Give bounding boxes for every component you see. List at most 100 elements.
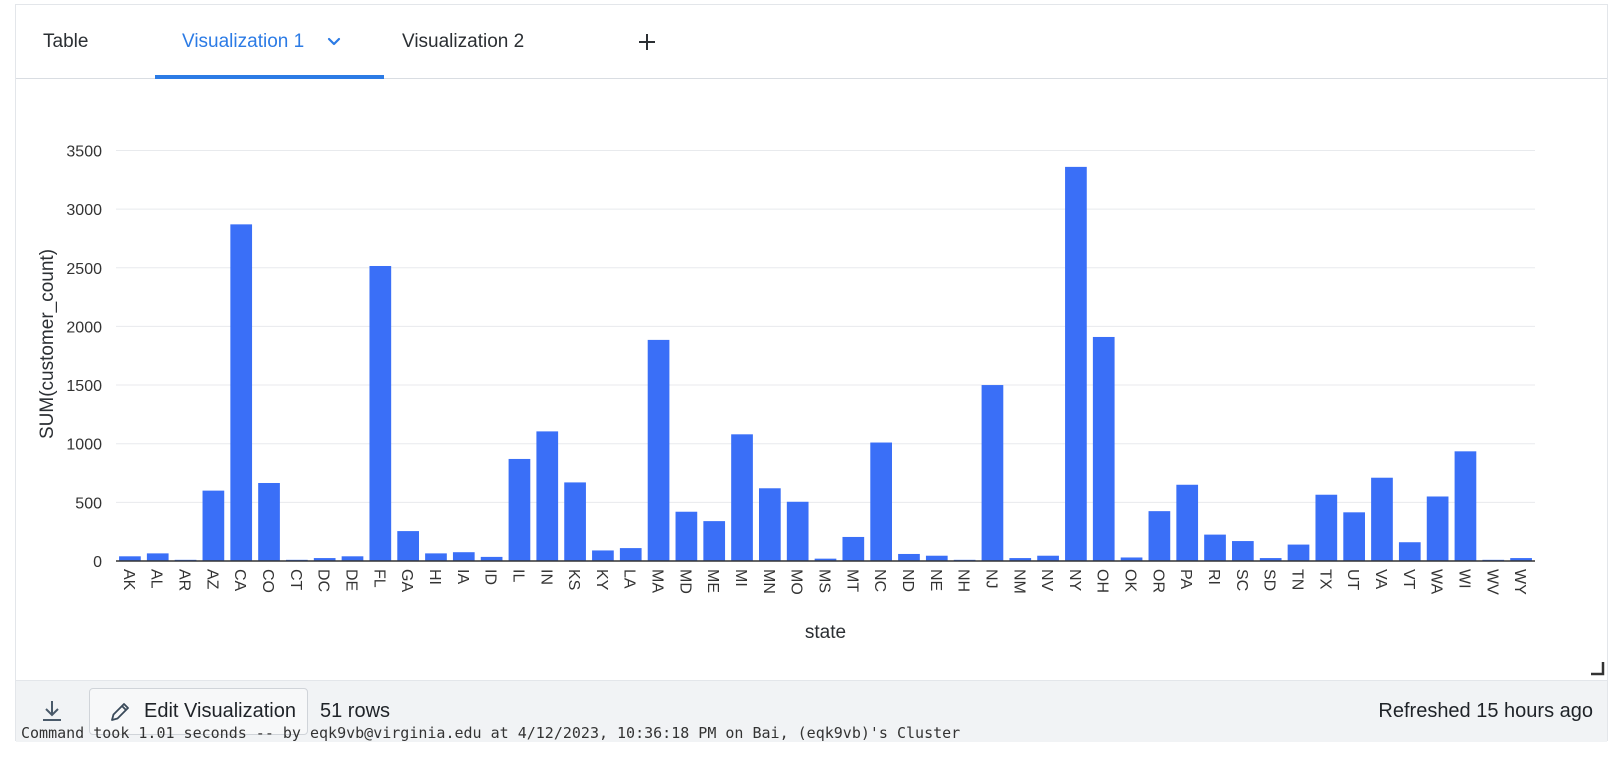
bar-ut[interactable] xyxy=(1343,512,1365,561)
bar-id[interactable] xyxy=(480,556,503,561)
x-tick-label: AK xyxy=(120,569,137,591)
bar-wa[interactable] xyxy=(1426,496,1449,561)
tab-table[interactable]: Table xyxy=(43,31,89,52)
bar-nv[interactable] xyxy=(1037,555,1059,561)
tab-bar: Table Visualization 1 Visualization 2 xyxy=(16,5,1607,79)
bar-va[interactable] xyxy=(1371,477,1393,561)
bar-al[interactable] xyxy=(146,553,169,561)
bar-ok[interactable] xyxy=(1120,557,1143,561)
x-tick-label: NJ xyxy=(982,569,999,589)
bar-ks[interactable] xyxy=(564,482,586,561)
x-tick-label: MT xyxy=(843,569,860,592)
bar-mo[interactable] xyxy=(786,501,809,561)
y-axis-ticks: 0 500 1000 1500 2000 2500 3000 3500 xyxy=(66,143,102,571)
bar-wi[interactable] xyxy=(1454,451,1477,561)
y-axis-label: SUM(customer_count) xyxy=(37,249,58,439)
bar-tn[interactable] xyxy=(1287,544,1310,561)
x-tick-label: WV xyxy=(1483,569,1500,595)
bar-dc[interactable] xyxy=(313,558,336,561)
x-tick-label: IN xyxy=(537,569,554,585)
x-tick-label: AL xyxy=(148,569,165,589)
bar-tx[interactable] xyxy=(1315,494,1338,561)
bar-nd[interactable] xyxy=(898,553,920,561)
y-tick-label: 500 xyxy=(75,495,102,512)
bar-de[interactable] xyxy=(341,556,364,561)
bar-nm[interactable] xyxy=(1009,558,1032,561)
bar-ky[interactable] xyxy=(592,550,614,561)
x-tick-label: TN xyxy=(1289,569,1306,590)
command-status-text: Command took 1.01 seconds -- by eqk9vb@v… xyxy=(21,724,961,742)
y-tick-label: 1500 xyxy=(66,378,102,395)
tab-visualization-2[interactable]: Visualization 2 xyxy=(402,31,525,52)
x-tick-label: FL xyxy=(370,569,387,588)
download-icon[interactable] xyxy=(38,697,66,725)
bar-sd[interactable] xyxy=(1259,558,1282,561)
bar-az[interactable] xyxy=(202,490,225,561)
bar-ms[interactable] xyxy=(814,558,837,561)
x-tick-label: CA xyxy=(231,569,248,592)
x-tick-label: OH xyxy=(1094,569,1111,593)
bar-ny[interactable] xyxy=(1065,166,1087,561)
footer-bar: Edit Visualization 51 rows Refreshed 15 … xyxy=(16,680,1607,742)
bar-ak[interactable] xyxy=(119,556,141,561)
chart-area: 0 500 1000 1500 2000 2500 3000 3500 AK AL AR AZ CA C… xyxy=(16,80,1609,680)
x-tick-label: WY xyxy=(1511,569,1528,595)
x-tick-label: HI xyxy=(426,569,443,585)
bar-fl[interactable] xyxy=(369,265,392,561)
bar-me[interactable] xyxy=(703,521,726,561)
bar-ri[interactable] xyxy=(1204,534,1226,561)
bar-ga[interactable] xyxy=(397,531,419,561)
bar-oh[interactable] xyxy=(1092,336,1115,561)
bar-hi[interactable] xyxy=(425,553,447,561)
bar-vt[interactable] xyxy=(1398,542,1421,561)
x-tick-label: RI xyxy=(1205,569,1222,585)
bar-series xyxy=(119,166,1532,561)
x-tick-label: VA xyxy=(1372,569,1389,589)
x-tick-label: NE xyxy=(927,569,944,591)
x-tick-label: MA xyxy=(649,569,666,593)
x-tick-label: PA xyxy=(1177,569,1194,589)
y-tick-label: 3500 xyxy=(66,143,102,160)
x-tick-label: MO xyxy=(788,569,805,595)
x-tick-label: OK xyxy=(1122,569,1139,592)
tab-visualization-1[interactable]: Visualization 1 xyxy=(182,31,305,52)
bar-md[interactable] xyxy=(675,511,698,561)
bar-nc[interactable] xyxy=(870,442,892,561)
edit-visualization-button[interactable]: Edit Visualization xyxy=(89,688,308,735)
bar-or[interactable] xyxy=(1148,511,1171,561)
x-tick-label: UT xyxy=(1344,569,1361,591)
x-tick-label: IL xyxy=(509,569,526,582)
y-tick-label: 2000 xyxy=(66,319,102,336)
visualization-panel: Table Visualization 1 Visualization 2 0 5… xyxy=(15,4,1609,742)
x-tick-label: NV xyxy=(1038,569,1055,592)
bar-il[interactable] xyxy=(508,458,531,561)
bar-ia[interactable] xyxy=(452,552,475,561)
x-tick-label: SD xyxy=(1261,569,1278,591)
bar-mi[interactable] xyxy=(731,434,753,561)
edit-visualization-label: Edit Visualization xyxy=(144,700,296,722)
bar-ma[interactable] xyxy=(647,339,670,561)
pencil-icon xyxy=(111,703,129,721)
bar-pa[interactable] xyxy=(1176,484,1199,561)
bar-ne[interactable] xyxy=(925,555,948,561)
bar-mn[interactable] xyxy=(759,488,781,561)
x-tick-label: ID xyxy=(482,569,499,585)
bar-co[interactable] xyxy=(258,482,280,561)
x-tick-label: KS xyxy=(565,569,582,590)
y-tick-label: 1000 xyxy=(66,437,102,454)
plus-icon[interactable] xyxy=(636,31,658,53)
bar-la[interactable] xyxy=(619,548,642,561)
x-tick-label: CO xyxy=(259,569,276,593)
bar-ca[interactable] xyxy=(230,224,253,561)
bar-sc[interactable] xyxy=(1232,541,1254,561)
bar-mt[interactable] xyxy=(842,536,865,561)
chevron-down-icon[interactable] xyxy=(327,36,341,48)
resize-handle-icon[interactable] xyxy=(1589,660,1605,676)
x-tick-label: NM xyxy=(1010,569,1027,594)
bar-wy[interactable] xyxy=(1510,558,1532,561)
bar-nj[interactable] xyxy=(981,385,1004,561)
x-tick-label: DC xyxy=(315,569,332,592)
bar-in[interactable] xyxy=(536,431,559,561)
x-tick-label: NC xyxy=(871,569,888,592)
x-tick-label: GA xyxy=(398,569,415,592)
